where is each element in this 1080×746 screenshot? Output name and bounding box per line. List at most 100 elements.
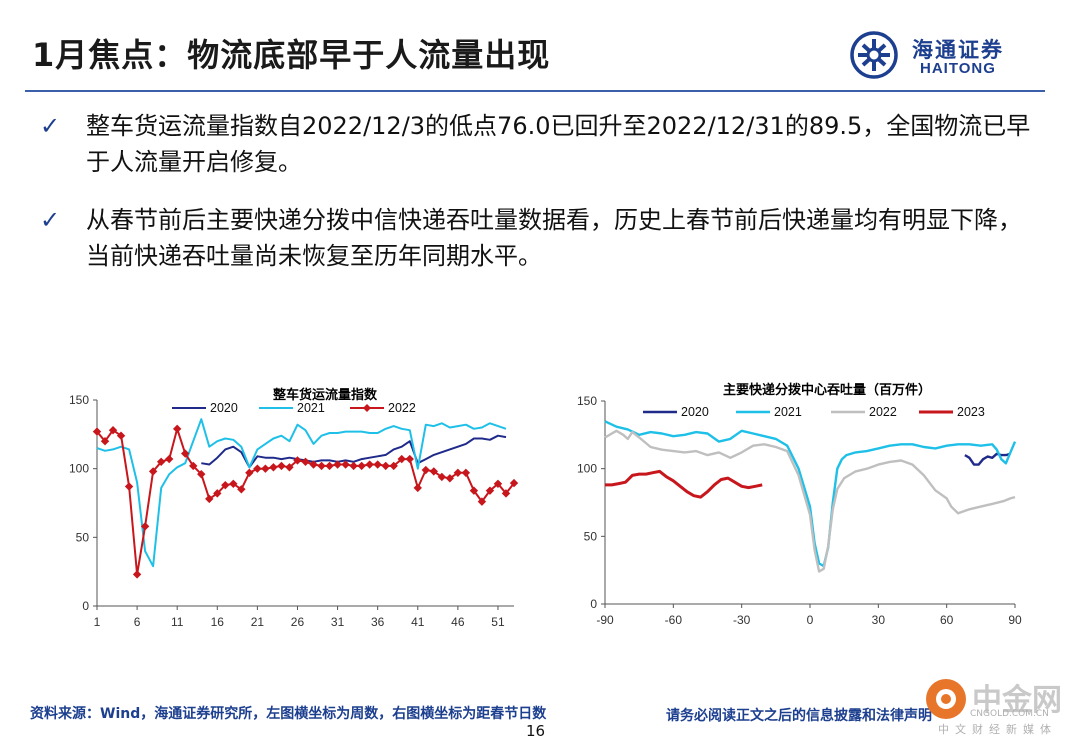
series-line-2023: [605, 469, 763, 499]
x-tick-label: 51: [491, 615, 505, 629]
data-point-2022: [205, 494, 214, 504]
data-point-2022: [181, 449, 190, 458]
data-point-2022: [100, 437, 110, 446]
legend-marker-2022: [363, 404, 371, 412]
x-tick-label: 41: [411, 615, 425, 629]
data-point-2022: [333, 460, 342, 469]
x-tick-label: -30: [733, 613, 751, 627]
legend-label-2020: 2020: [681, 405, 709, 419]
x-tick-label: 6: [134, 615, 141, 629]
data-point-2022: [197, 469, 206, 479]
data-point-2022: [245, 468, 254, 477]
data-point-2022: [277, 461, 286, 471]
data-point-2022: [453, 468, 463, 477]
data-point-2022: [341, 460, 350, 469]
data-point-2022: [461, 468, 471, 477]
data-point-2022: [301, 457, 310, 466]
data-point-2022: [92, 427, 102, 436]
data-point-2022: [349, 461, 358, 471]
bullet-text: 整车货运流量指数自2022/12/3的低点76.0已回升至2022/12/31的…: [86, 112, 1031, 176]
data-point-2022: [397, 454, 406, 464]
data-point-2022: [269, 463, 278, 472]
legend-label-2022: 2022: [388, 401, 416, 415]
watermark-url: CNGOLD.COM.CN: [970, 709, 1049, 719]
y-tick-label: 0: [82, 599, 89, 613]
x-tick-label: 16: [211, 615, 225, 629]
legend-label-2021: 2021: [774, 405, 802, 419]
data-point-2022: [309, 460, 318, 469]
x-tick-label: 36: [371, 615, 385, 629]
data-point-2022: [189, 461, 198, 471]
series-line-2021: [604, 420, 1017, 568]
data-point-2022: [148, 467, 158, 476]
x-tick-label: 26: [291, 615, 305, 629]
watermark-logo-icon: [926, 679, 966, 719]
data-point-2022: [373, 460, 382, 469]
legend-label-2023: 2023: [957, 405, 985, 419]
data-point-2022: [365, 460, 374, 469]
data-point-2022: [172, 424, 182, 434]
legend-label-2021: 2021: [297, 401, 325, 415]
data-point-2022: [229, 479, 238, 488]
x-tick-label: -90: [596, 613, 614, 627]
x-tick-label: 0: [807, 613, 814, 627]
x-tick-label: 11: [171, 615, 184, 629]
data-point-2022: [317, 461, 326, 471]
series-line-2022: [604, 429, 1016, 573]
x-tick-label: 30: [872, 613, 886, 627]
data-point-2022: [213, 489, 222, 498]
legend-label-2020: 2020: [210, 401, 238, 415]
logo-cn-text: 海通证券: [912, 37, 1004, 62]
data-point-2022: [445, 474, 455, 483]
data-point-2022: [108, 426, 118, 435]
page-number: 16: [526, 722, 546, 740]
watermark: 中金网 CNGOLD.COM.CN 中文财经新媒体: [920, 673, 1070, 743]
logo-en-text: HAITONG: [920, 60, 996, 77]
page-title: 1月焦点：物流底部早于人流量出现: [32, 36, 551, 74]
data-point-2022: [325, 461, 334, 471]
data-point-2022: [413, 483, 422, 493]
data-point-2022: [469, 486, 479, 495]
y-tick-label: 0: [590, 597, 597, 611]
data-point-2022: [429, 467, 439, 476]
check-icon: ✓: [40, 206, 61, 234]
check-icon: ✓: [40, 112, 61, 140]
x-tick-label: -60: [665, 613, 683, 627]
y-tick-label: 50: [76, 530, 90, 544]
x-tick-label: 21: [251, 615, 265, 629]
series-line-2020: [964, 452, 1011, 466]
data-point-2022: [164, 454, 174, 464]
data-point-2022: [253, 464, 262, 473]
x-tick-label: 31: [331, 615, 345, 629]
data-point-2022: [237, 485, 246, 494]
data-point-2022: [357, 461, 366, 471]
data-point-2022: [261, 464, 270, 473]
watermark-text: 中金网: [972, 683, 1062, 718]
x-tick-label: 60: [940, 613, 954, 627]
data-point-2022: [285, 463, 294, 472]
data-point-2022: [389, 461, 398, 471]
data-point-2022: [437, 472, 447, 482]
y-tick-label: 100: [577, 462, 597, 476]
series-line-2021: [96, 418, 507, 568]
data-point-2022: [493, 479, 503, 488]
data-point-2022: [421, 465, 430, 475]
data-point-2022: [501, 489, 511, 498]
data-point-2022: [509, 478, 519, 488]
header-divider: [25, 90, 1045, 92]
watermark-subtitle: 中文财经新媒体: [938, 723, 1057, 736]
x-tick-label: 46: [451, 615, 465, 629]
bullet-text: 从春节前后主要快递分拨中信快递吞吐量数据看，历史上春节前后快递量均有明显下降，当…: [86, 206, 1022, 270]
data-point-2022: [116, 431, 126, 440]
y-tick-label: 100: [69, 462, 89, 476]
x-tick-label: 90: [1008, 613, 1022, 627]
haitong-emblem-icon: [850, 31, 898, 79]
disclaimer: 请务必阅读正文之后的信息披露和法律声明: [666, 708, 932, 724]
data-point-2022: [156, 457, 166, 466]
data-point-2022: [485, 486, 495, 495]
haitong-logo: 海通证券 HAITONG: [848, 30, 1048, 80]
legend-label-2022: 2022: [869, 405, 897, 419]
chart-title: 整车货运流量指数: [272, 387, 378, 403]
source-note: 资料来源：Wind，海通证券研究所，左图横坐标为周数，右图横坐标为距春节日数: [30, 706, 547, 722]
